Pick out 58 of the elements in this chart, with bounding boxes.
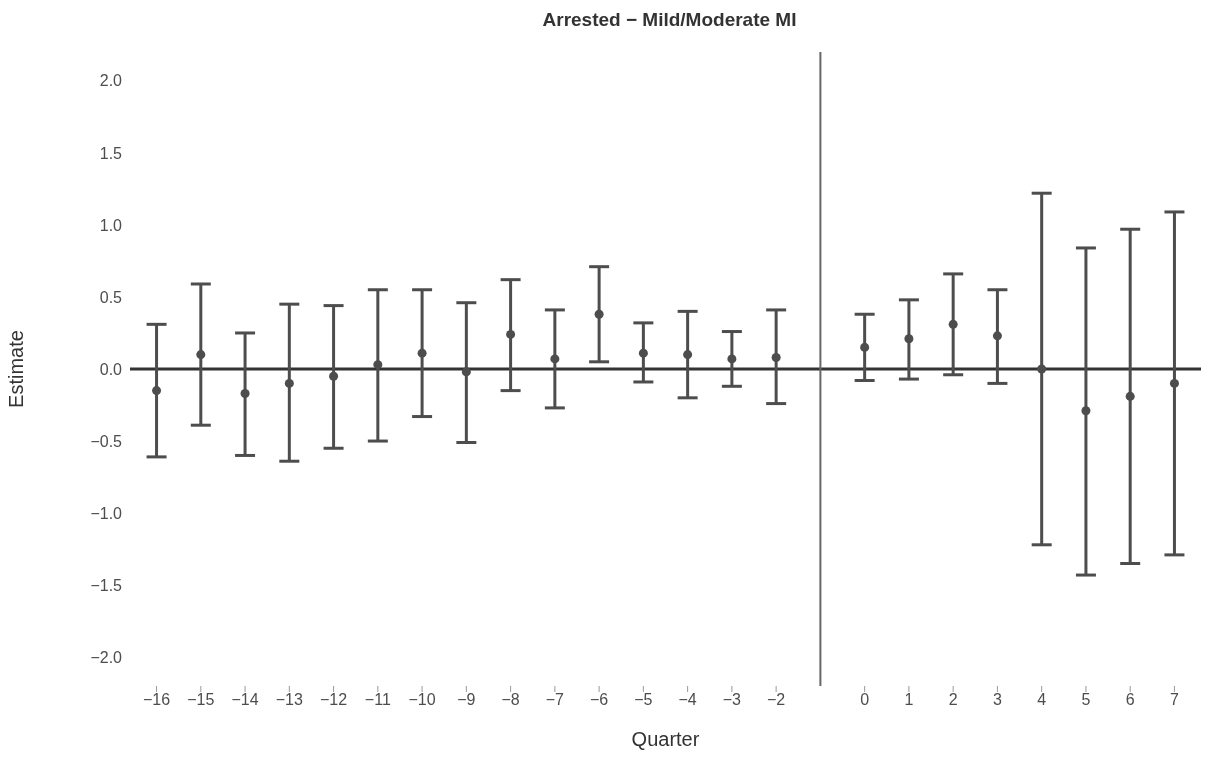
x-tick-label: 1 [904, 691, 914, 709]
x-tick-label: −12 [320, 691, 348, 709]
y-tick-label: 1.0 [99, 216, 123, 234]
point [461, 367, 471, 377]
point [860, 342, 870, 352]
y-tick-label: −1.5 [90, 576, 123, 594]
point [771, 352, 781, 362]
point [373, 360, 383, 370]
y-tick-label: −0.5 [90, 432, 123, 450]
x-tick-label: 0 [860, 691, 870, 709]
x-tick-label: 5 [1081, 691, 1091, 709]
point [284, 378, 294, 388]
point [992, 331, 1002, 341]
y-tick-label: 0.0 [99, 360, 123, 378]
point [904, 334, 914, 344]
x-tick-label: −8 [501, 691, 520, 709]
point [948, 319, 958, 329]
x-tick-label: −2 [767, 691, 786, 709]
point [506, 329, 516, 339]
y-tick-label: 2.0 [99, 72, 123, 90]
point [417, 348, 427, 358]
point [1125, 391, 1135, 401]
x-tick-label: 4 [1037, 691, 1047, 709]
x-tick-label: −6 [589, 691, 609, 709]
point [550, 354, 560, 364]
chart-title: Arrested − Mild/Moderate MI [541, 8, 798, 32]
point [1037, 364, 1047, 374]
point [683, 350, 693, 360]
x-tick-label: −16 [142, 691, 171, 709]
point [594, 309, 604, 319]
x-axis-title: Quarter [631, 728, 700, 750]
point [638, 348, 648, 358]
y-axis-title: Estimate [5, 330, 28, 408]
x-tick-label: −9 [457, 691, 476, 709]
x-tick-label: 6 [1125, 691, 1135, 709]
x-tick-label: −13 [275, 691, 303, 709]
y-tick-label: −1.0 [90, 504, 123, 522]
point [240, 388, 250, 398]
point [1169, 378, 1179, 388]
y-tick-label: 1.5 [99, 144, 123, 162]
point [727, 354, 737, 364]
x-tick-label: −5 [634, 691, 653, 709]
x-tick-label: −4 [678, 691, 697, 709]
point [152, 386, 162, 396]
x-tick-label: 3 [992, 691, 1002, 709]
point [196, 350, 206, 360]
x-tick-label: −10 [408, 691, 436, 709]
y-tick-label: −2.0 [90, 648, 123, 666]
point [329, 371, 339, 381]
x-tick-label: 7 [1169, 691, 1179, 709]
x-tick-label: 2 [948, 691, 958, 709]
x-tick-label: −15 [187, 691, 215, 709]
x-tick-label: −14 [231, 691, 259, 709]
x-tick-label: −11 [364, 691, 391, 709]
point [1081, 406, 1091, 416]
x-tick-label: −7 [545, 691, 565, 709]
x-tick-label: −3 [722, 691, 742, 709]
y-tick-label: 0.5 [99, 288, 123, 306]
